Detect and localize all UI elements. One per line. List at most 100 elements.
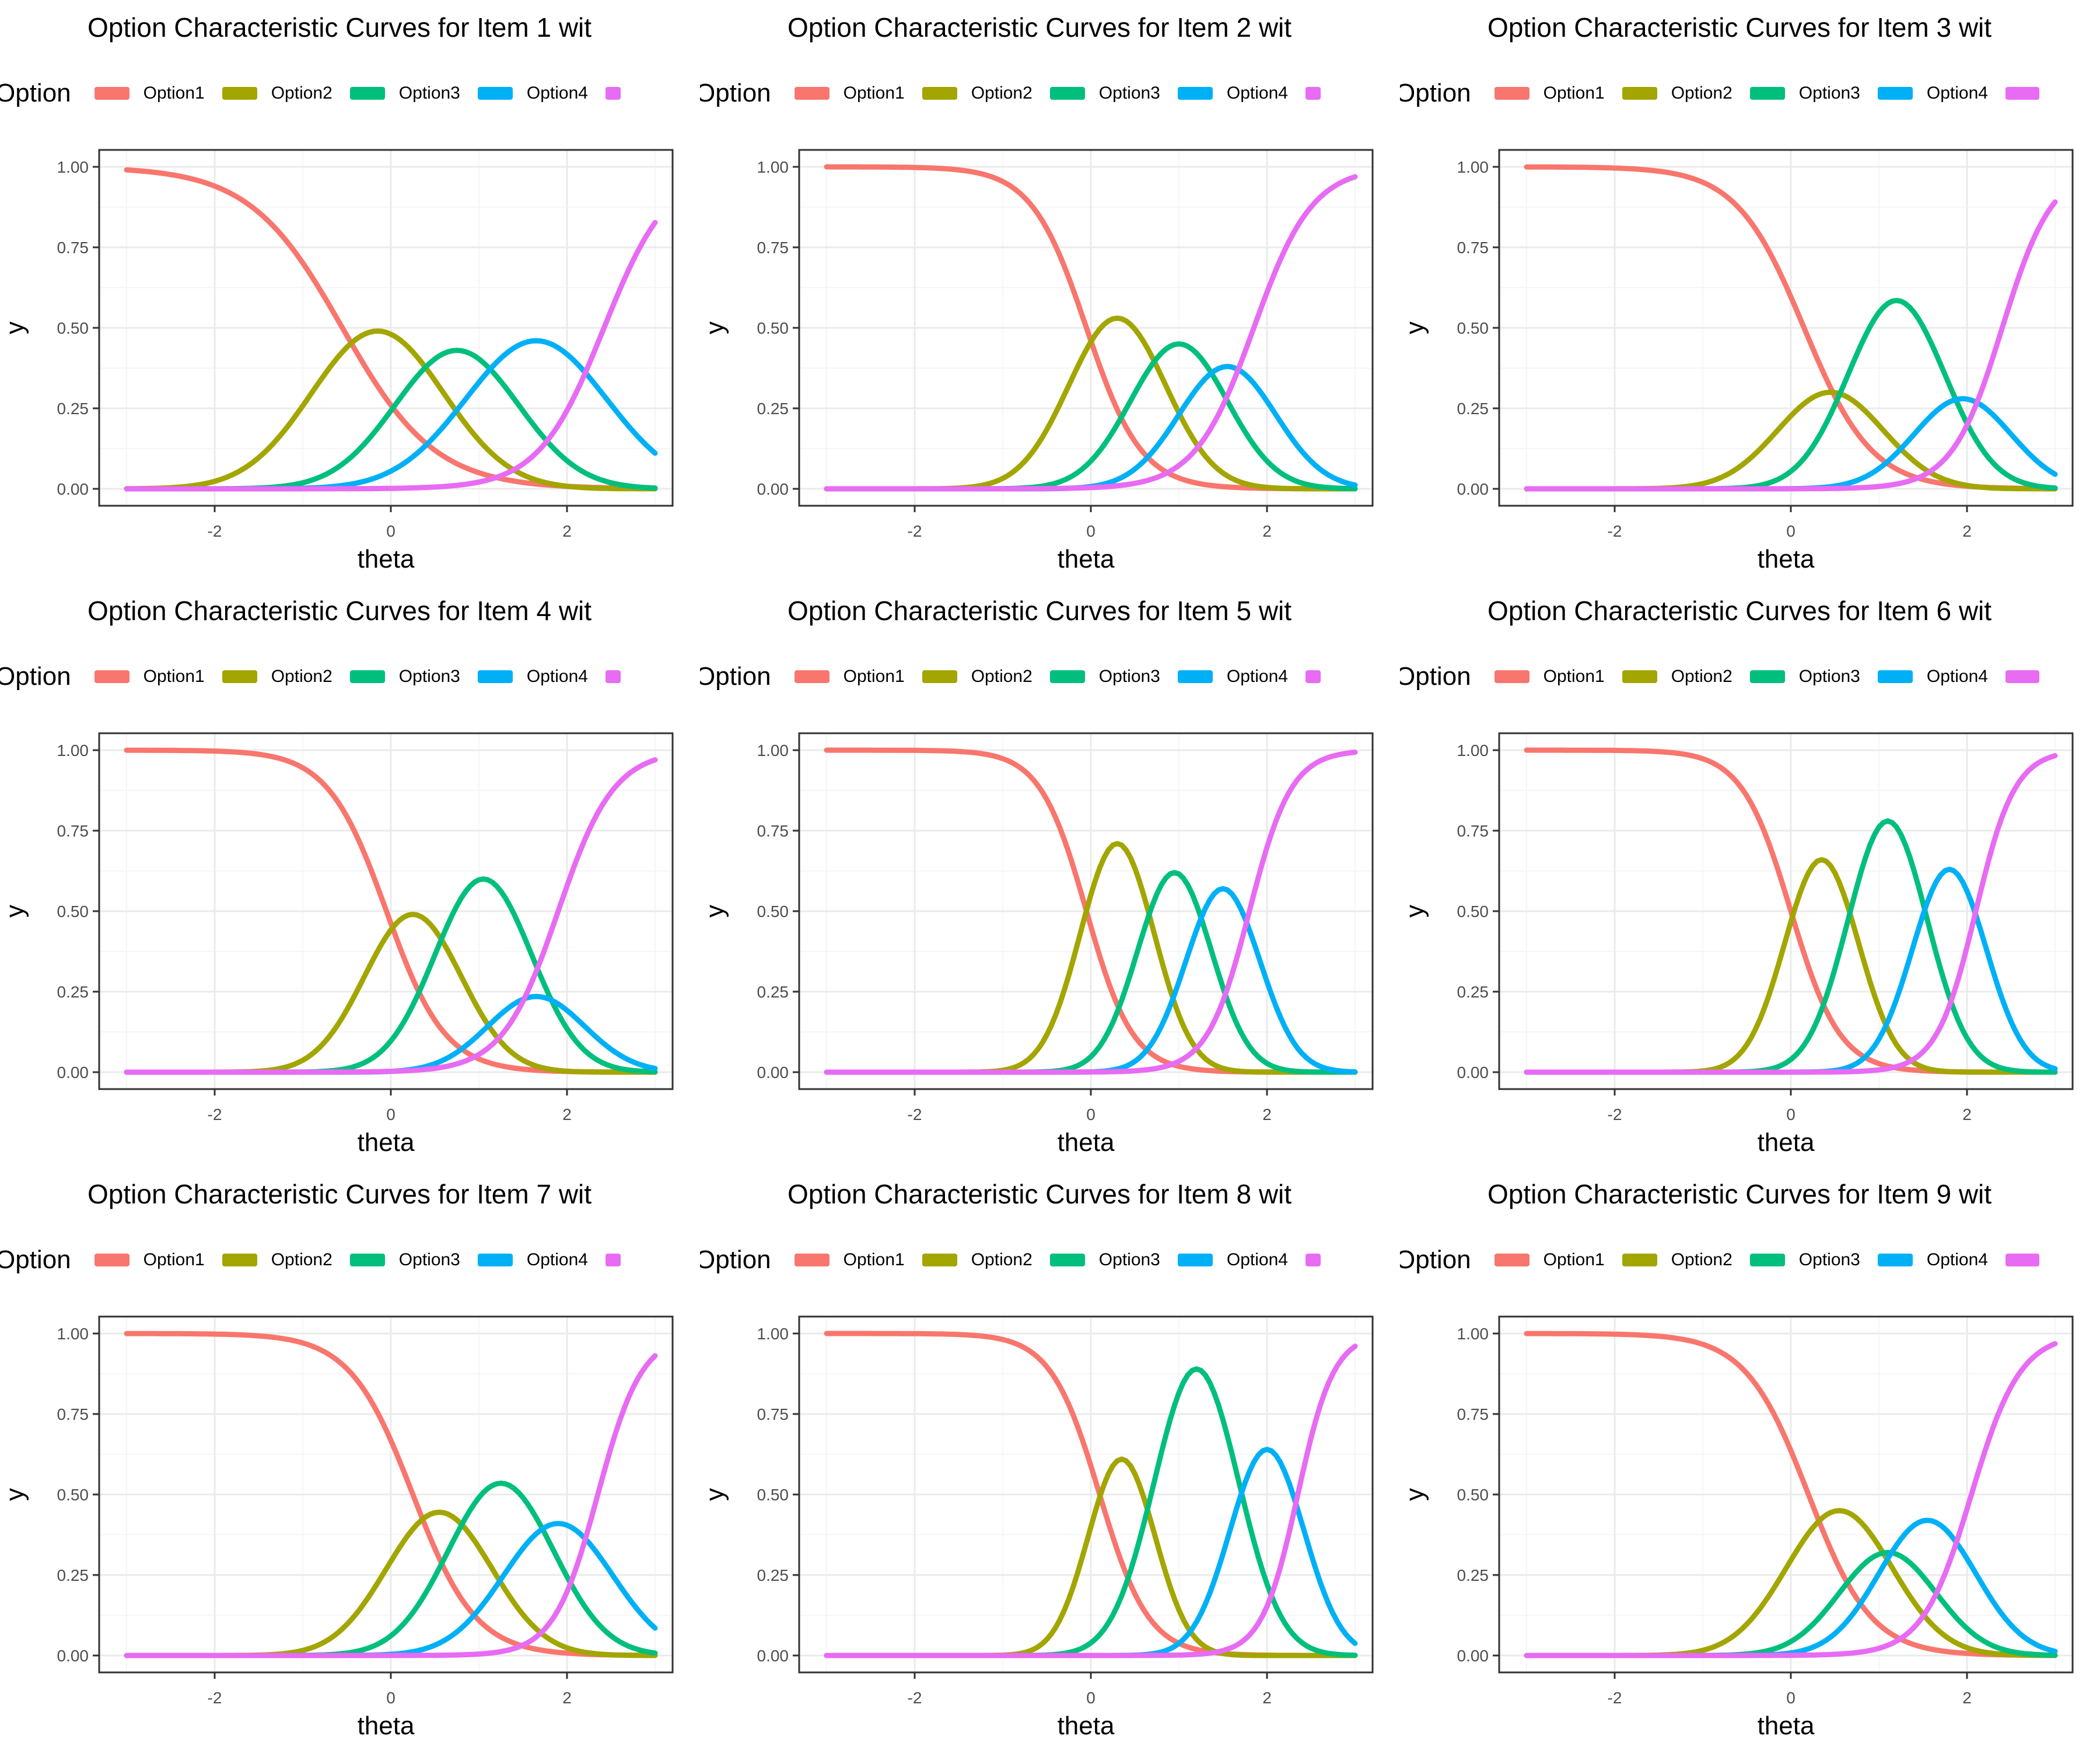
legend-swatch-icon — [2005, 1254, 2039, 1266]
plot-title: Option Characteristic Curves for Item 8 … — [788, 1179, 1292, 1209]
legend: Option Option1 Option2 Option3 Option4 — [700, 660, 1338, 693]
x-axis-title: theta — [1058, 1128, 1115, 1157]
legend-swatch-icon — [922, 670, 957, 683]
y-tick-label: 0.00 — [57, 480, 89, 498]
legend-key-label: Option1 — [1543, 1250, 1605, 1269]
plot-svg-item-7: 0.00 0.25 0.50 0.75 1.00 -2 0 2 y theta — [1, 1315, 674, 1740]
legend-swatch-icon — [605, 87, 621, 100]
legend-key-Option2: Option2 — [222, 1250, 332, 1270]
x-axis-title: theta — [1058, 545, 1115, 573]
legend-key-label: Option1 — [143, 667, 205, 686]
x-tick-label: 2 — [562, 522, 572, 540]
legend-swatch-icon — [1305, 1254, 1321, 1266]
legend-key-Option4: Option4 — [1177, 83, 1288, 103]
legend-swatch-icon — [2005, 670, 2039, 683]
legend-key-label: Option4 — [526, 83, 588, 103]
legend-key-label: Option3 — [1098, 1250, 1160, 1269]
legend-key-Option4: Option4 — [477, 1250, 588, 1270]
legend-key-label: Option4 — [1226, 667, 1288, 686]
plot-svg-item-3: 0.00 0.25 0.50 0.75 1.00 -2 0 2 y theta — [1401, 149, 2074, 573]
y-tick-label: 0.75 — [57, 239, 89, 257]
legend: Option Option1 Option2 Option3 Option4 — [1400, 660, 2057, 693]
plot-title: Option Characteristic Curves for Item 4 … — [88, 596, 592, 626]
y-tick-label: 0.25 — [757, 983, 789, 1001]
plot-title: Option Characteristic Curves for Item 1 … — [88, 12, 592, 43]
x-axis-title: theta — [358, 545, 415, 573]
y-tick-label: 0.50 — [57, 1486, 89, 1504]
legend-key-option5-clipped — [2005, 87, 2039, 100]
legend-key-Option3: Option3 — [349, 83, 460, 103]
legend-key-label: Option3 — [1798, 667, 1860, 686]
y-tick-label: 0.25 — [1457, 983, 1489, 1001]
x-axis-title: theta — [1758, 545, 1815, 573]
legend-key-label: Option4 — [1926, 1250, 1988, 1269]
y-axis-title: y — [701, 321, 729, 334]
legend-swatch-icon — [2005, 87, 2039, 100]
y-tick-label: 0.75 — [757, 822, 789, 840]
legend-key-Option1: Option1 — [1494, 1250, 1605, 1270]
plot-title: Option Characteristic Curves for Item 7 … — [88, 1179, 592, 1209]
legend-key-Option3: Option3 — [349, 1250, 460, 1270]
legend-key-label: Option1 — [843, 1250, 905, 1269]
x-tick-label: 0 — [386, 522, 396, 540]
legend-key-label: Option2 — [271, 83, 332, 103]
y-tick-label: 0.50 — [1457, 319, 1489, 337]
legend-key-Option2: Option2 — [922, 667, 1032, 687]
x-tick-label: 0 — [1086, 1105, 1096, 1124]
x-tick-label: 2 — [1262, 1689, 1272, 1707]
legend-key-label: Option3 — [1098, 667, 1160, 686]
legend-swatch-icon — [605, 670, 621, 683]
legend-key-Option4: Option4 — [1877, 667, 1988, 687]
legend-key-label: Option2 — [1671, 83, 1732, 103]
curve-option5-item-9 — [1524, 1341, 2058, 1658]
curve-option5-item-6 — [1524, 753, 2058, 1075]
legend-key-Option2: Option2 — [222, 667, 332, 687]
y-tick-label: 0.25 — [757, 1566, 789, 1584]
x-tick-label: -2 — [1608, 522, 1622, 540]
y-tick-label: 0.75 — [1457, 822, 1489, 840]
curve-option1-item-9 — [1524, 1331, 2058, 1658]
legend-key-Option1: Option1 — [794, 667, 905, 687]
legend-title: Option — [0, 662, 71, 691]
y-tick-label: 0.50 — [757, 319, 789, 337]
y-tick-label: 1.00 — [57, 1325, 89, 1343]
y-axis-title: y — [1, 905, 29, 918]
legend-key-option5-clipped — [2005, 670, 2039, 683]
x-tick-label: 2 — [1262, 522, 1272, 540]
legend-swatch-icon — [1749, 87, 1785, 100]
curve-option5-item-3 — [1524, 199, 2058, 492]
legend-key-Option2: Option2 — [922, 83, 1032, 103]
legend-swatch-icon — [1177, 87, 1213, 100]
legend: Option Option1 Option2 Option3 Option4 — [1400, 77, 2057, 110]
legend: Option Option1 Option2 Option3 Option4 — [700, 1244, 1338, 1276]
legend-key-Option1: Option1 — [794, 1250, 905, 1270]
y-tick-label: 1.00 — [757, 158, 789, 176]
legend-swatch-icon — [349, 87, 385, 100]
x-axis-title: theta — [1758, 1712, 1815, 1740]
legend: Option Option1 Option2 Option3 Option4 — [1400, 1244, 2057, 1276]
legend-key-Option2: Option2 — [222, 83, 332, 103]
legend-key-Option1: Option1 — [94, 83, 205, 103]
plot-svg-item-9: 0.00 0.25 0.50 0.75 1.00 -2 0 2 y theta — [1401, 1315, 2074, 1740]
curve-option1-item-7 — [124, 1331, 658, 1658]
legend-key-Option3: Option3 — [349, 667, 460, 687]
y-tick-label: 0.50 — [757, 1486, 789, 1504]
legend-swatch-icon — [1877, 670, 1913, 683]
x-tick-label: 2 — [1962, 522, 1972, 540]
x-tick-label: -2 — [1608, 1105, 1622, 1124]
legend-key-label: Option1 — [143, 1250, 205, 1269]
y-tick-label: 0.50 — [1457, 1486, 1489, 1504]
y-axis-title: y — [1, 1488, 29, 1501]
legend-swatch-icon — [1622, 1254, 1657, 1266]
curve-option5-item-2 — [824, 174, 1358, 492]
legend-key-label: Option1 — [1543, 83, 1605, 103]
curve-option5-item-1 — [124, 219, 658, 492]
legend-key-label: Option2 — [971, 667, 1032, 686]
x-axis-title: theta — [358, 1128, 415, 1157]
y-tick-label: 0.00 — [757, 480, 789, 498]
x-tick-label: 2 — [562, 1105, 572, 1124]
legend-key-Option4: Option4 — [1177, 1250, 1288, 1270]
legend-swatch-icon — [1177, 670, 1213, 683]
y-axis-title: y — [1401, 905, 1429, 918]
